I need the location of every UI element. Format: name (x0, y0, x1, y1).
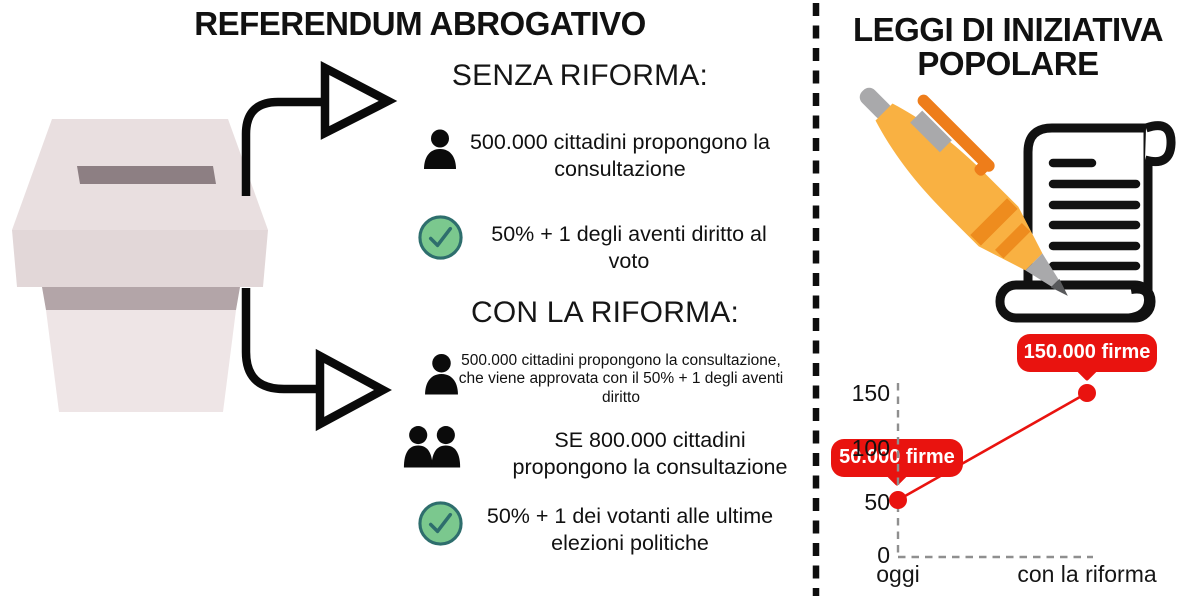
bubble-label: 150.000 firme (1023, 341, 1151, 363)
scroll-icon (995, 121, 1176, 323)
con-la-riforma-heading: CON LA RIFORMA: (470, 296, 740, 329)
y-tick-100: 100 (851, 435, 890, 461)
con-item-3-text: 50% + 1 dei votanti alle ultime elezioni… (486, 504, 774, 556)
y-tick-50: 50 (864, 489, 890, 515)
y-tick-150: 150 (851, 380, 890, 406)
curved-arrow-bottom-icon (241, 288, 392, 432)
con-item-1-text: 500.000 cittadini propongono la consulta… (458, 352, 784, 406)
left-panel-title: REFERENDUM ABROGATIVO (194, 5, 646, 42)
people-icon (402, 424, 463, 469)
check-icon (417, 214, 464, 261)
ballot-box-icon (12, 119, 268, 412)
senza-riforma-heading: SENZA RIFORMA: (451, 59, 709, 92)
y-tick-0: 0 (877, 542, 890, 568)
trend-line (897, 391, 1088, 502)
con-item-2-text: SE 800.000 cittadini propongono la consu… (512, 428, 788, 480)
senza-item-2-text: 50% + 1 degli aventi diritto al voto (491, 222, 767, 274)
x-label-con-la-riforma: con la riforma (1017, 561, 1157, 587)
senza-item-1-text: 500.000 cittadini propongono la consulta… (469, 130, 771, 182)
pen-icon (859, 87, 1068, 296)
annotation-bubble-150000: 150.000 firme (1017, 334, 1157, 382)
curved-arrow-top-icon (241, 60, 398, 196)
check-icon (417, 500, 464, 547)
person-icon (422, 129, 458, 169)
right-panel-title: LEGGI DI INIZIATIVA POPOLARE (852, 11, 1164, 83)
x-label-oggi: oggi (876, 561, 920, 587)
person-icon (423, 353, 460, 395)
